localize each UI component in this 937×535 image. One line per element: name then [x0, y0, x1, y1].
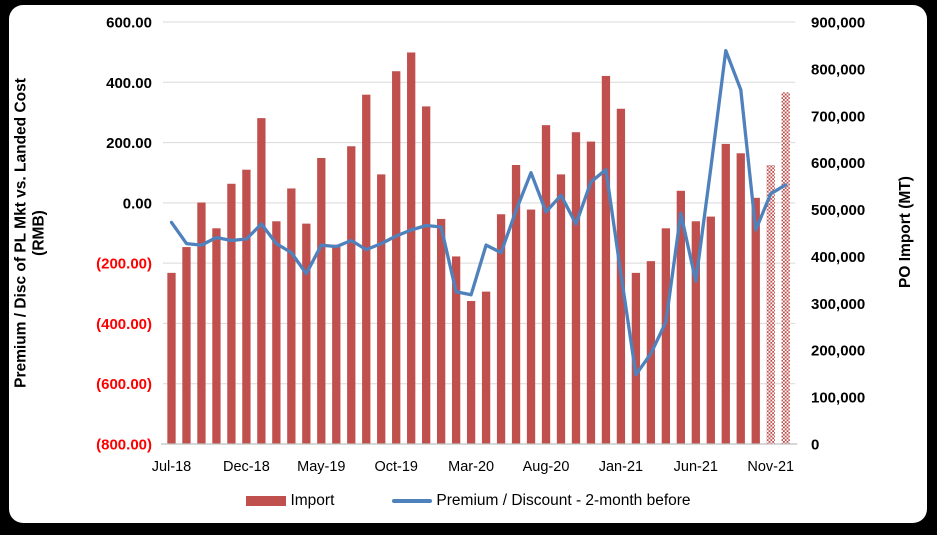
import-bar: [526, 209, 536, 444]
x-axis-tick-label: Oct-19: [374, 459, 418, 475]
left-axis-tick-label: 600.00: [106, 15, 152, 32]
import-bar: [347, 146, 356, 444]
left-axis-tick-label: (600.00): [96, 376, 152, 393]
import-bar: [736, 153, 745, 445]
x-axis-tick-label: Jun-21: [674, 459, 718, 475]
import-bar: [676, 190, 685, 444]
import-bar: [272, 221, 281, 444]
premium-discount-line: [169, 48, 788, 377]
x-axis-tick-label: Dec-18: [223, 459, 270, 475]
left-axis-tick-label: (400.00): [96, 316, 152, 333]
right-axis-tick-label: 700,000: [811, 108, 865, 125]
import-bar: [212, 228, 221, 444]
import-bar: [541, 125, 551, 445]
import-bar: [332, 244, 341, 444]
left-axis-tick-label: 200.00: [106, 135, 152, 152]
import-bar: [721, 143, 730, 444]
legend-item-premium-line: Premium / Discount - 2-month before: [392, 492, 691, 510]
left-axis-title-line1: Premium / Disc of PL Mkt vs. Landed Cost: [12, 78, 30, 388]
right-axis-tick-label: 900,000: [811, 15, 865, 32]
left-axis-title-line2: (RMB): [31, 210, 48, 256]
x-axis-tick-label: May-19: [297, 459, 345, 475]
import-bar: [227, 183, 236, 444]
import-bar: [407, 52, 416, 444]
import-bar-forecast: [766, 165, 775, 444]
x-axis-tick-label: Jan-21: [599, 459, 643, 475]
right-axis-tick-label: 300,000: [811, 296, 865, 313]
x-axis-tick-label: Mar-20: [448, 459, 494, 475]
import-bar: [436, 218, 446, 444]
x-axis-tick-label: Jul-18: [152, 459, 192, 475]
import-bar: [302, 223, 311, 444]
left-axis-tick-label: (800.00): [96, 437, 152, 454]
import-bar: [691, 221, 700, 444]
chart-legend: Import Premium / Discount - 2-month befo…: [0, 492, 937, 510]
right-axis-tick-label: 500,000: [811, 202, 865, 219]
import-bar: [496, 214, 506, 444]
import-bar: [571, 132, 581, 444]
right-axis-tick-label: 600,000: [811, 155, 865, 172]
import-bar: [556, 174, 566, 444]
legend-item-import: Import: [246, 492, 334, 510]
left-axis-tick-label: (200.00): [96, 256, 152, 273]
import-bar: [481, 291, 491, 444]
import-bar: [362, 94, 371, 444]
legend-label-import: Import: [290, 492, 335, 509]
import-bar: [317, 157, 326, 444]
import-bar: [511, 165, 521, 444]
right-axis-title: PO Import (MT): [896, 176, 914, 288]
right-axis-tick-label: 800,000: [811, 61, 865, 78]
right-axis-tick-label: 200,000: [811, 343, 865, 360]
import-bar-forecast: [781, 92, 790, 444]
import-bar: [706, 216, 715, 444]
import-bar: [751, 197, 760, 444]
import-bar: [287, 188, 296, 444]
import-bar: [377, 174, 386, 444]
left-axis-title: Premium / Disc of PL Mkt vs. Landed Cost…: [13, 3, 50, 463]
import-bar: [392, 71, 401, 444]
import-bar: [451, 256, 461, 444]
premium-line-swatch-icon: [392, 499, 433, 503]
right-axis-tick-label: 100,000: [811, 390, 865, 407]
import-bar: [466, 300, 476, 444]
legend-label-premium-line: Premium / Discount - 2-month before: [436, 492, 691, 509]
left-axis-tick-label: 0.00: [123, 195, 152, 212]
x-axis-tick-label: Nov-21: [747, 459, 794, 475]
left-axis-tick-label: 400.00: [106, 75, 152, 92]
import-bar-swatch-icon: [246, 496, 287, 506]
import-bar: [242, 169, 251, 444]
import-bar: [182, 247, 191, 444]
import-bar: [661, 228, 671, 444]
import-bar: [167, 272, 176, 444]
import-bar: [422, 106, 431, 445]
import-bar: [197, 202, 206, 444]
import-bar: [257, 118, 266, 444]
x-axis-tick-label: Aug-20: [523, 459, 570, 475]
right-axis-tick-label: 400,000: [811, 249, 865, 266]
import-bar: [586, 141, 596, 445]
import-bar: [601, 75, 611, 444]
right-axis-tick-label: 0: [811, 437, 819, 454]
import-bar: [631, 272, 641, 444]
